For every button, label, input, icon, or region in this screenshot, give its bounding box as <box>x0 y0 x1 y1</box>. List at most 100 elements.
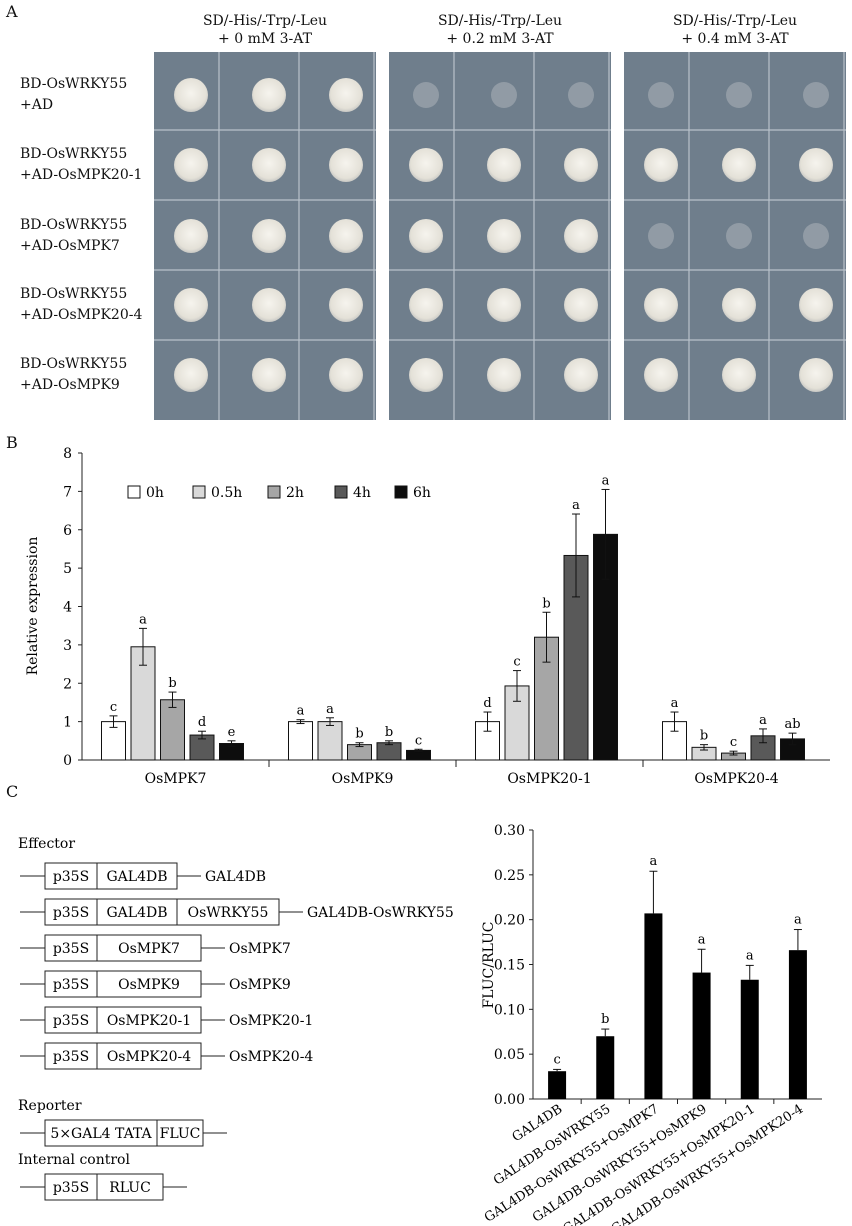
condition-medium: SD/-His/-Trp/-Leu <box>437 13 563 29</box>
construct-element <box>44 862 98 890</box>
bar <box>740 979 759 1099</box>
internal-control-heading: Internal control <box>18 1152 130 1168</box>
yeast-colony <box>644 288 678 322</box>
legend-label: 4h <box>353 485 371 501</box>
yeast-colony <box>409 219 443 253</box>
construct-element <box>96 862 178 890</box>
significance-letter: e <box>228 725 236 740</box>
yeast-colony <box>174 78 208 112</box>
construct-name: OsMPK9 <box>229 977 291 993</box>
yeast-colony <box>329 358 363 392</box>
y-tick-label: 0.15 <box>494 958 525 974</box>
construct-row: 5×GAL4 TATA FLUC <box>20 1119 227 1147</box>
construct-name: GAL4DB-OsWRKY55 <box>307 905 454 921</box>
construct-element-label: OsMPK9 <box>118 977 180 993</box>
y-tick-label: 5 <box>63 561 72 577</box>
significance-letter: d <box>198 715 206 730</box>
yeast-colony <box>648 82 674 108</box>
condition-header: SD/-His/-Trp/-Leu + 0.2 mM 3-AT <box>389 12 611 48</box>
legend-swatch <box>334 485 348 499</box>
y-tick-label: 8 <box>63 446 72 462</box>
x-tick-label: OsMPK9 <box>332 771 394 787</box>
significance-letter: a <box>572 498 580 513</box>
y-tick-label: 1 <box>63 715 72 731</box>
construct-element-label: p35S <box>53 941 89 957</box>
construct-element <box>44 1119 158 1147</box>
construct-element <box>176 898 280 926</box>
significance-letter: a <box>746 948 754 963</box>
y-tick-label: 4 <box>63 600 72 616</box>
yeast-colony <box>252 148 286 182</box>
yeast-colony <box>644 358 678 392</box>
y-axis-label: FLUC/RLUC <box>481 921 497 1008</box>
significance-letter: b <box>542 596 550 611</box>
yeast-colony <box>329 219 363 253</box>
construct-element <box>44 1006 98 1034</box>
construct-element <box>44 934 98 962</box>
bait-label: BD-OsWRKY55 <box>20 286 128 302</box>
construct-element-label: p35S <box>53 869 89 885</box>
y-tick-label: 0.20 <box>494 913 525 929</box>
y-tick-label: 0.05 <box>494 1047 525 1063</box>
agar-plate <box>624 52 846 420</box>
significance-letter: b <box>601 1012 609 1027</box>
significance-letter: b <box>168 676 176 691</box>
significance-letter: a <box>698 932 706 947</box>
significance-letter: b <box>355 727 363 742</box>
yeast-colony <box>413 82 439 108</box>
yeast-colony <box>726 82 752 108</box>
yeast-colony <box>487 288 521 322</box>
condition-3at: + 0.2 mM 3-AT <box>446 31 554 47</box>
construct-element-label: p35S <box>53 905 89 921</box>
yeast-colony <box>803 82 829 108</box>
construct-row-label: BD-OsWRKY55 +AD-OsMPK9 <box>20 354 127 396</box>
construct-row: p35S OsMPK7 OsMPK7 <box>20 934 291 962</box>
yeast-colony <box>491 82 517 108</box>
construct-name: OsMPK20-4 <box>229 1049 313 1065</box>
condition-header: SD/-His/-Trp/-Leu + 0.4 mM 3-AT <box>624 12 846 48</box>
bar <box>376 742 402 761</box>
legend-item: 4h <box>334 485 371 501</box>
yeast-colony <box>252 219 286 253</box>
construct-element-label: GAL4DB <box>106 869 167 885</box>
significance-letter: a <box>139 612 147 627</box>
y-tick-label: 7 <box>63 484 72 500</box>
significance-letter: ab <box>784 717 800 732</box>
yeast-colony <box>174 358 208 392</box>
prey-label: +AD-OsMPK20-1 <box>20 167 143 183</box>
yeast-colony <box>409 148 443 182</box>
significance-letter: b <box>385 725 393 740</box>
significance-letter: a <box>297 704 305 719</box>
significance-letter: a <box>650 854 658 869</box>
construct-element <box>44 970 98 998</box>
condition-3at: + 0.4 mM 3-AT <box>681 31 789 47</box>
yeast-colony <box>329 148 363 182</box>
construct-row: p35S OsMPK20-4 OsMPK20-4 <box>20 1042 313 1070</box>
bait-label: BD-OsWRKY55 <box>20 356 128 372</box>
construct-row-label: BD-OsWRKY55 +AD <box>20 74 127 116</box>
construct-element-label: p35S <box>53 1049 89 1065</box>
agar-plate <box>389 52 611 420</box>
yeast-colony <box>648 223 674 249</box>
construct-element-label: OsWRKY55 <box>188 905 269 921</box>
x-tick-label: OsMPK20-1 <box>507 771 591 787</box>
legend-swatch <box>267 485 281 499</box>
legend-label: 2h <box>286 485 304 501</box>
prey-label: +AD-OsMPK9 <box>20 377 120 393</box>
bait-label: BD-OsWRKY55 <box>20 217 128 233</box>
yeast-colony <box>799 358 833 392</box>
construct-element-label: 5×GAL4 TATA <box>50 1126 152 1142</box>
yeast-colony <box>252 78 286 112</box>
yeast-colony <box>722 358 756 392</box>
yeast-colony <box>409 288 443 322</box>
significance-letter: c <box>415 733 422 748</box>
yeast-colony <box>174 148 208 182</box>
yeast-colony <box>487 148 521 182</box>
panel-a-letter: A <box>6 2 18 21</box>
y-tick-label: 6 <box>63 523 72 539</box>
construct-row: p35S OsMPK20-1 OsMPK20-1 <box>20 1006 313 1034</box>
significance-letter: a <box>671 696 679 711</box>
legend-label: 6h <box>413 485 431 501</box>
yeast-colony <box>564 219 598 253</box>
